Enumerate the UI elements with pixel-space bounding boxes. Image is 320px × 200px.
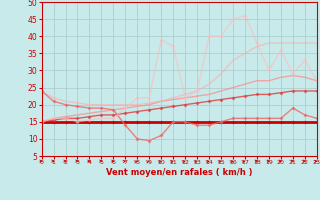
X-axis label: Vent moyen/en rafales ( km/h ): Vent moyen/en rafales ( km/h ) bbox=[106, 168, 252, 177]
